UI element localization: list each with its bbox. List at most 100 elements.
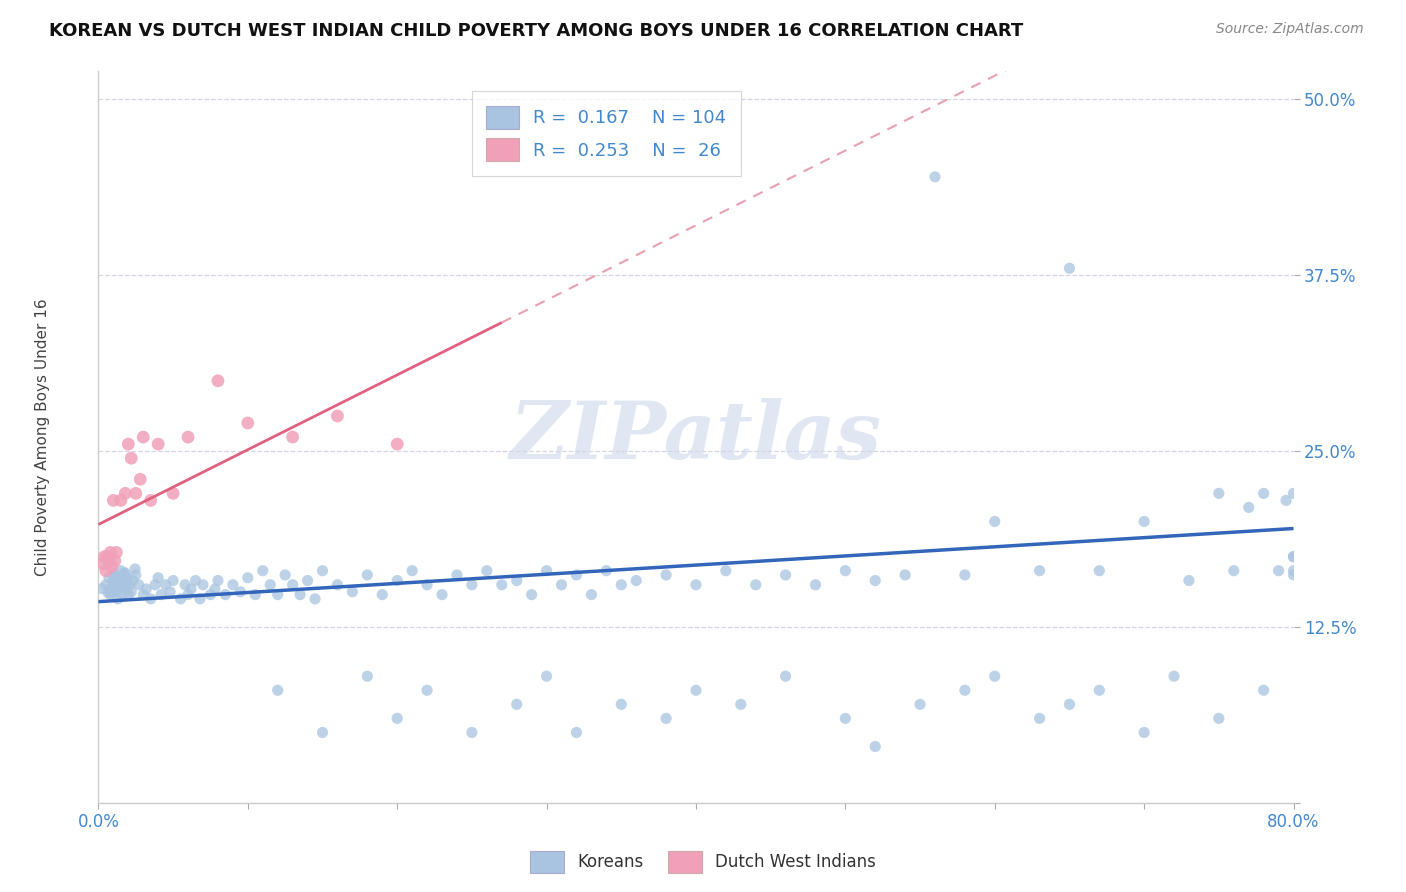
Point (125, 486, 148, 500)
Point (104, 569, 127, 583)
Point (626, 574, 648, 588)
Point (162, 486, 184, 500)
Point (1282, 486, 1305, 500)
Point (267, 683, 290, 698)
Text: Source: ZipAtlas.com: Source: ZipAtlas.com (1216, 22, 1364, 37)
Point (356, 568, 378, 582)
Point (550, 578, 572, 592)
Point (101, 559, 124, 574)
Point (385, 711, 409, 725)
Point (174, 578, 197, 592)
Point (326, 578, 349, 592)
Point (924, 169, 946, 184)
Point (94, 578, 117, 592)
Point (110, 574, 132, 588)
Point (139, 493, 162, 508)
Point (953, 568, 976, 582)
Point (111, 588, 134, 602)
Point (894, 568, 917, 582)
Point (1059, 698, 1081, 712)
Point (114, 486, 136, 500)
Point (112, 578, 135, 592)
Point (908, 698, 931, 712)
Point (953, 683, 976, 698)
Point (714, 564, 737, 578)
Point (101, 582, 124, 596)
Point (834, 711, 856, 725)
Point (356, 669, 378, 683)
Point (207, 574, 229, 588)
Point (155, 578, 177, 592)
Point (229, 584, 252, 599)
Point (207, 374, 229, 388)
Point (108, 573, 131, 587)
Point (236, 416, 259, 430)
Point (834, 564, 856, 578)
Point (150, 588, 173, 602)
Point (730, 698, 752, 712)
Point (97, 571, 120, 585)
Point (148, 437, 170, 451)
Point (1028, 564, 1050, 578)
Point (1237, 500, 1260, 515)
Point (1282, 549, 1305, 564)
Point (97, 585, 120, 599)
Point (581, 588, 603, 602)
Point (655, 568, 678, 582)
Point (98, 588, 122, 602)
Point (204, 582, 226, 596)
Point (104, 554, 127, 568)
Point (101, 581, 124, 595)
Point (103, 566, 125, 581)
Point (105, 576, 128, 591)
Point (214, 588, 236, 602)
Point (267, 588, 290, 602)
Point (115, 571, 138, 585)
Point (148, 571, 170, 585)
Point (416, 578, 439, 592)
Point (1163, 669, 1185, 683)
Point (610, 698, 633, 712)
Point (117, 588, 139, 602)
Point (103, 569, 125, 583)
Point (865, 574, 887, 588)
Text: ZIPatlas: ZIPatlas (510, 399, 882, 475)
Point (461, 578, 484, 592)
Point (565, 725, 588, 739)
Point (110, 493, 132, 508)
Point (115, 579, 138, 593)
Point (1223, 564, 1246, 578)
Point (105, 570, 128, 584)
Point (177, 588, 200, 602)
Point (804, 578, 827, 592)
Point (236, 571, 259, 585)
Legend: Koreans, Dutch West Indians: Koreans, Dutch West Indians (523, 845, 883, 880)
Point (311, 725, 333, 739)
Point (222, 578, 245, 592)
Point (94, 564, 117, 578)
Point (159, 584, 181, 599)
Point (1059, 261, 1081, 276)
Text: KOREAN VS DUTCH WEST INDIAN CHILD POVERTY AMONG BOYS UNDER 16 CORRELATION CHART: KOREAN VS DUTCH WEST INDIAN CHILD POVERT… (49, 22, 1024, 40)
Point (129, 472, 152, 486)
Point (105, 545, 128, 559)
Point (1282, 564, 1305, 578)
Point (536, 564, 558, 578)
Point (1028, 711, 1050, 725)
Point (135, 582, 157, 596)
Point (385, 437, 409, 451)
Point (120, 584, 142, 599)
Point (98, 585, 121, 599)
Point (1253, 486, 1275, 500)
Point (416, 683, 439, 698)
Point (1253, 683, 1275, 698)
Point (775, 568, 797, 582)
Point (132, 588, 155, 602)
Point (1088, 683, 1111, 698)
Point (565, 568, 588, 582)
Point (1088, 564, 1111, 578)
Point (191, 578, 214, 592)
Point (103, 574, 125, 588)
Point (125, 568, 148, 582)
Point (114, 566, 136, 581)
